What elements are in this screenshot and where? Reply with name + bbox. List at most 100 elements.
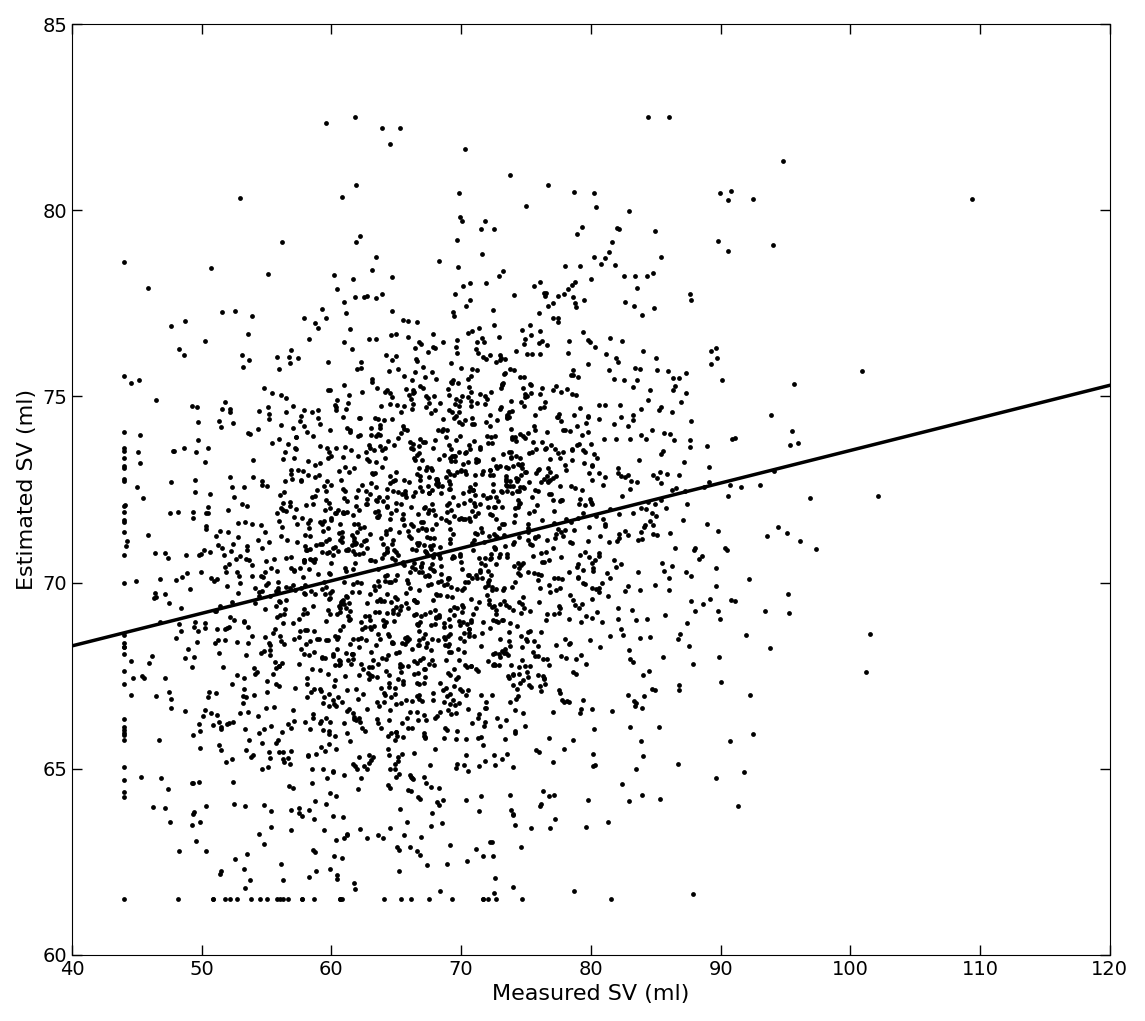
Point: [624, 379, 642, 395]
Point: [368, 331, 386, 347]
Point: [520, 317, 538, 333]
Point: [632, 524, 650, 540]
Point: [503, 431, 521, 447]
Point: [269, 593, 287, 610]
Point: [426, 616, 444, 632]
Point: [168, 891, 187, 908]
Point: [349, 584, 368, 600]
Point: [371, 720, 389, 736]
Point: [492, 612, 511, 628]
Point: [395, 827, 413, 843]
Point: [673, 513, 692, 529]
Point: [527, 482, 545, 498]
Point: [314, 523, 332, 539]
Point: [701, 591, 719, 607]
Point: [568, 555, 586, 572]
Point: [348, 516, 366, 532]
Point: [453, 614, 472, 630]
Point: [550, 598, 568, 615]
Point: [363, 659, 381, 675]
Point: [319, 543, 338, 560]
Point: [656, 606, 674, 623]
Point: [160, 814, 179, 830]
Point: [658, 362, 677, 379]
Point: [538, 468, 556, 484]
Point: [287, 429, 306, 445]
Point: [436, 429, 455, 445]
Point: [253, 473, 271, 489]
Point: [655, 425, 673, 441]
Point: [484, 499, 503, 516]
Point: [344, 651, 362, 668]
Point: [147, 588, 165, 604]
Point: [507, 433, 526, 449]
Point: [500, 404, 519, 421]
Point: [431, 675, 449, 691]
Point: [350, 714, 369, 730]
Point: [271, 891, 290, 908]
Point: [223, 479, 242, 495]
Point: [490, 596, 508, 613]
Point: [185, 484, 204, 500]
Point: [466, 497, 484, 514]
Point: [670, 677, 688, 693]
Point: [450, 209, 468, 226]
Point: [344, 706, 362, 722]
Point: [526, 407, 544, 424]
Point: [498, 478, 516, 494]
Point: [442, 453, 460, 470]
Point: [511, 426, 529, 442]
Point: [515, 369, 534, 385]
Point: [437, 651, 456, 668]
Point: [512, 628, 530, 644]
Point: [618, 467, 637, 483]
Point: [463, 360, 481, 377]
Point: [179, 641, 197, 658]
Point: [544, 310, 562, 327]
Point: [277, 532, 295, 548]
Point: [623, 601, 641, 618]
Point: [418, 857, 436, 873]
Point: [401, 767, 419, 783]
Point: [361, 612, 379, 628]
Point: [647, 350, 665, 367]
Point: [530, 461, 548, 478]
Point: [338, 420, 356, 436]
Point: [440, 474, 458, 490]
Point: [561, 514, 579, 530]
Point: [420, 530, 439, 546]
Point: [664, 382, 682, 398]
Point: [417, 712, 435, 728]
Point: [381, 385, 400, 401]
Point: [421, 537, 440, 553]
Point: [429, 451, 448, 468]
Point: [339, 542, 357, 558]
Point: [502, 658, 520, 674]
Point: [441, 618, 459, 634]
Point: [550, 681, 568, 697]
Point: [291, 412, 309, 429]
Point: [496, 366, 514, 382]
Point: [238, 326, 256, 342]
Point: [417, 775, 435, 791]
Point: [657, 499, 676, 516]
Point: [423, 461, 441, 478]
Point: [461, 658, 480, 674]
Point: [516, 331, 535, 347]
Point: [271, 856, 290, 872]
Point: [282, 822, 300, 838]
Point: [378, 488, 396, 504]
Point: [261, 560, 279, 576]
Point: [381, 594, 400, 611]
Point: [387, 696, 405, 713]
Point: [238, 541, 256, 557]
Point: [262, 385, 281, 401]
Point: [624, 407, 642, 424]
Point: [671, 626, 689, 642]
Point: [114, 473, 133, 489]
Point: [408, 466, 426, 482]
Point: [491, 457, 510, 474]
Point: [590, 545, 608, 562]
Point: [394, 512, 412, 528]
Point: [471, 320, 489, 336]
